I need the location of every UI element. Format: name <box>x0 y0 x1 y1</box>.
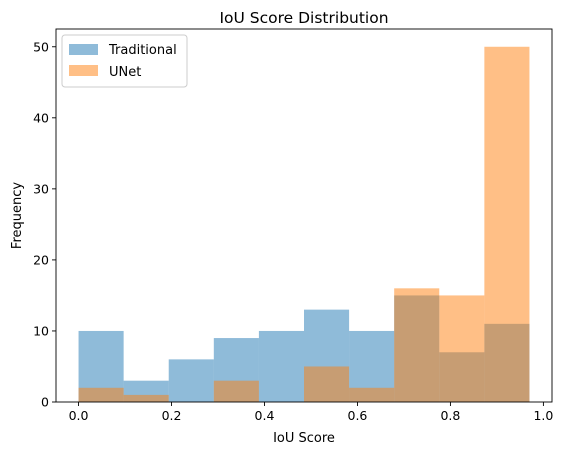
legend: Traditional UNet <box>61 34 188 88</box>
y-axis-label: Frequency <box>10 182 25 249</box>
bar-unet-bin-3 <box>213 380 259 402</box>
y-tick-label: 40 <box>33 110 49 125</box>
bar-traditional-bin-4 <box>258 330 304 402</box>
y-tick-label: 10 <box>33 323 49 338</box>
bar-unet-bin-6 <box>349 387 395 402</box>
x-tick-label: 0.2 <box>162 408 182 423</box>
bars-layer <box>78 46 530 403</box>
legend-swatch-unet <box>69 65 98 76</box>
bar-unet-bin-8 <box>439 295 485 402</box>
bar-unet-bin-9 <box>484 46 530 403</box>
x-axis-label: IoU Score <box>273 431 335 446</box>
legend-label-unet: UNet <box>109 65 141 80</box>
y-tick-label: 0 <box>41 395 49 410</box>
x-tick-label: 0.8 <box>440 408 460 423</box>
y-axis-ticks: 0 10 20 30 40 50 <box>33 39 56 410</box>
bar-traditional-bin-2 <box>168 359 214 402</box>
y-tick-label: 20 <box>33 252 49 267</box>
legend-swatch-traditional <box>69 44 98 55</box>
bar-unet-bin-1 <box>123 394 169 402</box>
bar-unet-bin-5 <box>304 366 350 402</box>
legend-label-traditional: Traditional <box>108 43 177 58</box>
x-tick-label: 0.6 <box>348 408 368 423</box>
x-tick-label: 0.0 <box>69 408 89 423</box>
x-tick-label: 1.0 <box>533 408 553 423</box>
y-tick-label: 50 <box>33 39 49 54</box>
x-tick-label: 0.4 <box>255 408 275 423</box>
x-axis-ticks: 0.0 0.2 0.4 0.6 0.8 1.0 <box>69 402 553 423</box>
plot-frame <box>55 28 553 403</box>
chart-title: IoU Score Distribution <box>219 9 388 27</box>
bar-unet-bin-7 <box>394 288 440 402</box>
bar-unet-bin-0 <box>78 387 124 402</box>
y-tick-label: 30 <box>33 181 49 196</box>
